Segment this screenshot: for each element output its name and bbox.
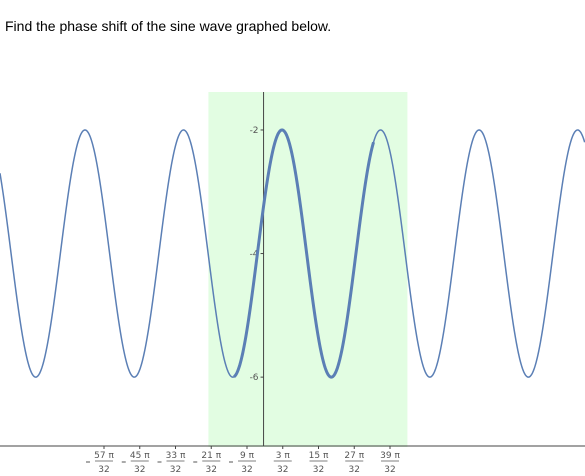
x-tick: 39 π 32 [380,446,400,475]
x-tick-numerator: 45 π [130,451,150,461]
x-tick-denominator: 32 [134,465,145,475]
y-tick: -6 [250,373,264,383]
x-tick-numerator: 57 π [94,451,114,461]
x-tick-denominator: 32 [349,465,360,475]
x-tick-denominator: 32 [277,465,288,475]
x-tick-numerator: 33 π [166,451,186,461]
x-tick-numerator: 15 π [309,451,329,461]
x-tick-denominator: 32 [313,465,324,475]
y-tick: -2 [250,126,264,136]
x-tick: 15 π 32 [309,446,329,475]
sine-curve-bold-segment [233,128,375,379]
x-tick-numerator: 27 π [344,451,364,461]
x-tick: 27 π 32 [344,446,365,475]
x-tick: 57 π 32 [86,446,114,475]
x-tick: 3 π32 [273,446,292,475]
x-tick-denominator: 32 [98,465,109,475]
x-tick-denominator: 32 [241,465,252,475]
x-tick: 21 π 32 [193,446,222,475]
y-tick-label: -6 [250,373,259,383]
x-tick-numerator: 21 π [201,451,221,461]
x-tick-numerator: 3 π [276,451,291,461]
x-tick: 33 π 32 [157,446,186,475]
x-tick-denominator: 32 [206,465,217,475]
question-text: Find the phase shift of the sine wave gr… [5,18,332,34]
y-tick: -4 [250,250,264,260]
x-tick-numerator: 9 π [240,451,255,461]
y-tick-label: -2 [250,126,259,136]
x-tick-denominator: 32 [170,465,181,475]
x-tick: 45 π 32 [121,446,150,475]
x-tick-numerator: 39 π [380,451,400,461]
y-tick-group: -2 -4 -6 [250,126,264,383]
x-tick-denominator: 32 [384,465,395,475]
x-tick: 9 π32 [229,446,256,475]
y-tick-label: -4 [250,250,259,260]
